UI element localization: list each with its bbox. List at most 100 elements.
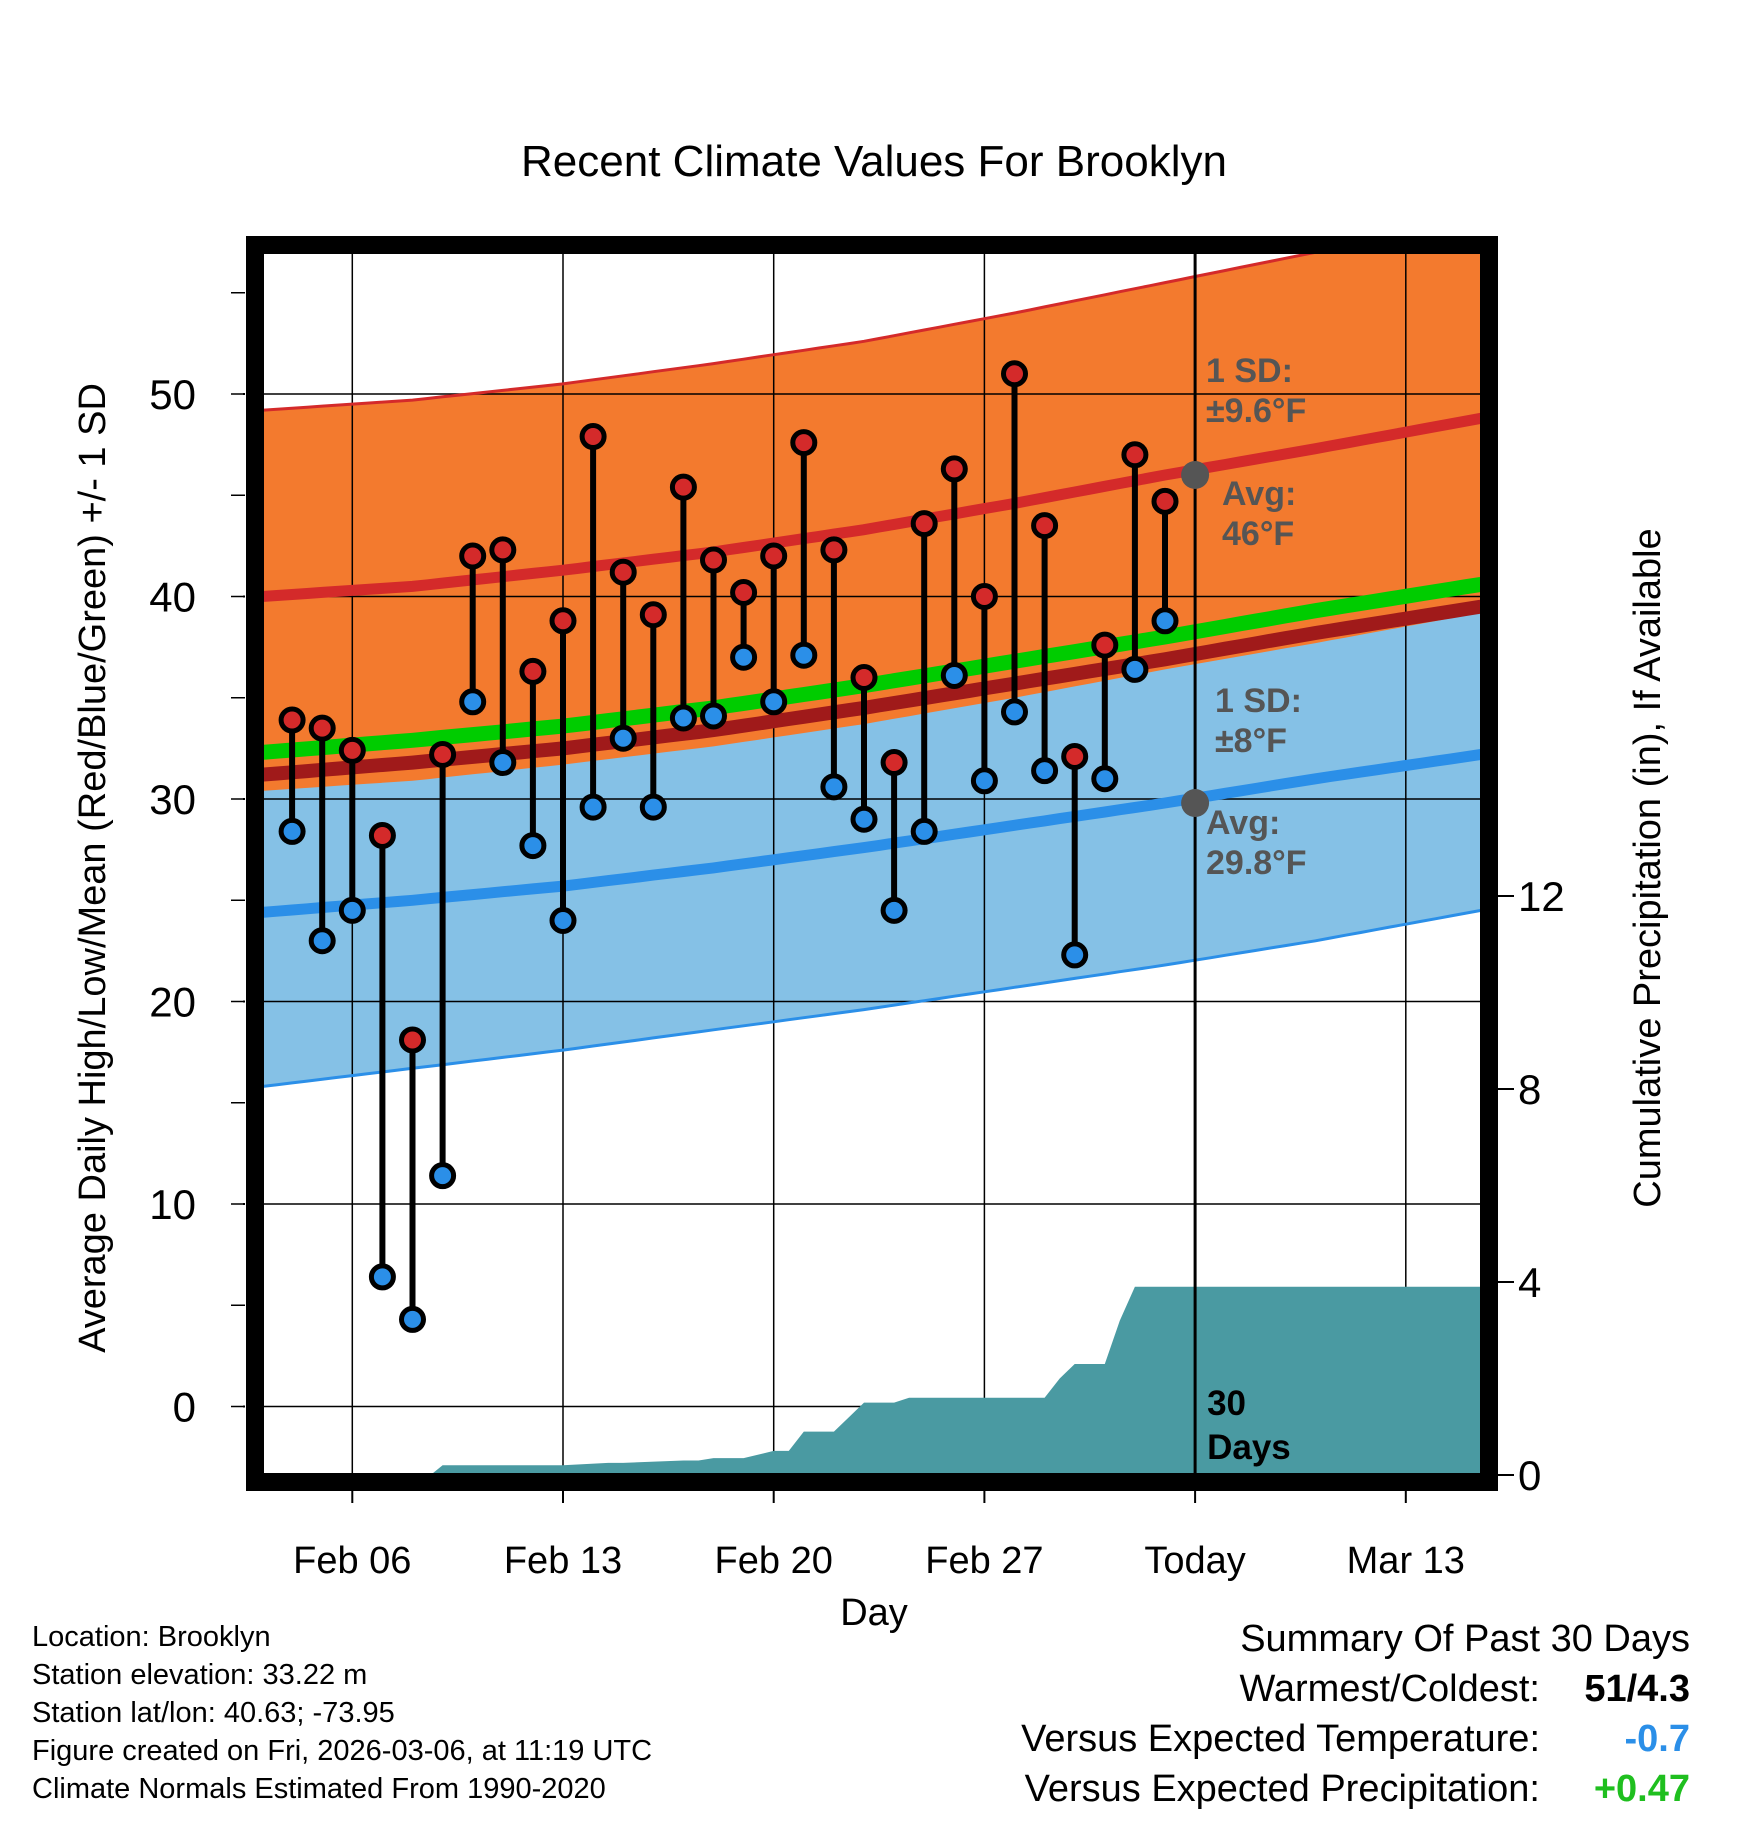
x-axis-label: Day (840, 1592, 908, 1634)
summary-title: Summary Of Past 30 Days (1240, 1618, 1690, 1660)
low-point (1061, 941, 1089, 969)
low-point (1151, 607, 1179, 635)
high-point (730, 578, 758, 606)
y2-tick-label: 4 (1518, 1259, 1541, 1306)
summary-panel: Summary Of Past 30 Days Warmest/Coldest:… (1021, 1614, 1690, 1814)
legend-text: 1 SD: ±8°F (1215, 682, 1302, 760)
y-axis-label: Average Daily High/Low/Mean (Red/Blue/Gr… (72, 383, 114, 1353)
high-point (700, 546, 727, 574)
low-point (790, 641, 818, 669)
high-point (940, 455, 968, 483)
high-point (760, 542, 788, 570)
x-tick-label: Feb 27 (925, 1540, 1043, 1582)
high-point (1031, 512, 1059, 540)
low-point (940, 661, 968, 689)
high-point (970, 583, 998, 610)
low-point (760, 688, 788, 716)
temp-row: Versus Expected Temperature: -0.7 (1021, 1714, 1690, 1764)
y2-tick-label: 0 (1518, 1452, 1541, 1499)
high-point (669, 473, 697, 501)
precipitation-area (262, 1286, 1481, 1475)
low-point (1091, 765, 1119, 793)
high-point (1121, 441, 1149, 469)
today-normal-marker (1181, 789, 1210, 818)
mean-shadow-line (262, 599, 1482, 782)
low-point (308, 927, 336, 955)
low-point (609, 724, 637, 752)
high-point (1001, 360, 1028, 388)
today-normal-marker (1181, 461, 1210, 489)
plot-border (246, 236, 1498, 1491)
y-tick-label: 0 (173, 1384, 196, 1431)
low-point (639, 793, 667, 821)
high-point (609, 558, 637, 586)
low-point (880, 896, 908, 924)
station-info: Location: Brooklyn Station elevation: 33… (32, 1618, 652, 1808)
high-point (1061, 742, 1089, 770)
y-tick-label: 30 (149, 776, 196, 823)
precipitation-fill (262, 1286, 1481, 1475)
low-point (1001, 698, 1028, 726)
high-point (549, 607, 577, 635)
temp-label: Versus Expected Temperature: (1021, 1718, 1540, 1760)
legend-text: Avg: 29.8°F (1206, 804, 1307, 882)
chart-title: Recent Climate Values For Brooklyn (521, 137, 1227, 186)
low-point (399, 1305, 426, 1333)
y-tick-label: 40 (149, 574, 196, 621)
high-point (579, 423, 607, 451)
low-point (730, 643, 758, 671)
low-point (519, 832, 547, 860)
precip-value: +0.47 (1593, 1768, 1690, 1810)
y-tick-label: 10 (149, 1181, 196, 1228)
y2-axis-label: Cumulative Precipitation (in), If Availa… (1627, 528, 1669, 1207)
high-point (910, 510, 938, 538)
low-point (1121, 655, 1149, 683)
low-point (459, 688, 487, 716)
high-point (790, 429, 818, 457)
axes: 0 10 20 30 40 50 0 4 8 12 Feb 06 Feb 13 Feb 20 Feb 27… (149, 292, 1565, 1582)
low-point (579, 793, 607, 821)
low-point (700, 702, 727, 730)
low-point (850, 805, 878, 833)
low-point (970, 767, 998, 795)
today-days-label: 30 Days (1207, 1384, 1291, 1467)
y-tick-label: 50 (149, 371, 196, 418)
elevation-text: Station elevation: 33.22 m (32, 1659, 368, 1691)
high-point (278, 706, 306, 734)
y-tick-label: 20 (149, 979, 196, 1026)
high-point (489, 536, 517, 564)
high-sd-upper-line (262, 252, 1326, 412)
warmest-label: Warmest/Coldest: (1239, 1668, 1540, 1710)
x-tick-label: Feb 20 (715, 1540, 833, 1582)
low-point (338, 896, 366, 924)
x-tick-label: Feb 06 (293, 1540, 411, 1582)
high-point (338, 736, 366, 764)
high-point (850, 664, 878, 691)
low-point (278, 817, 306, 845)
warmest-row: Warmest/Coldest: 51/4.3 (1021, 1664, 1690, 1714)
latlon-text: Station lat/lon: 40.63; -73.95 (32, 1697, 395, 1729)
daily-stems (289, 373, 1168, 1320)
x-tick-label: Feb 13 (504, 1540, 622, 1582)
high-point (459, 542, 487, 570)
low-point (910, 817, 938, 845)
low-sd-lower-line (262, 908, 1482, 1088)
high-point (429, 740, 457, 768)
high-point (308, 714, 336, 742)
x-tick-label: Today (1144, 1540, 1245, 1582)
today-line: 30 Days (1181, 252, 1291, 1475)
precip-row: Versus Expected Precipitation: +0.47 (1021, 1764, 1690, 1814)
low-point (429, 1162, 457, 1190)
high-point (1151, 487, 1179, 515)
high-point (820, 536, 848, 564)
low-point (820, 773, 848, 801)
high-point (1091, 631, 1119, 659)
normals-legend: 1 SD: ±9.6°F Avg: 46°F 1 SD: ±8°F Avg: 29.8°F (1206, 352, 1307, 882)
legend-text: 1 SD: ±9.6°F (1206, 352, 1306, 430)
low-point (549, 907, 577, 934)
warmest-value: 51/4.3 (1584, 1668, 1690, 1710)
low-point (368, 1263, 396, 1291)
high-avg-line (262, 412, 1482, 602)
normals-text: Climate Normals Estimated From 1990-2020 (32, 1773, 606, 1805)
